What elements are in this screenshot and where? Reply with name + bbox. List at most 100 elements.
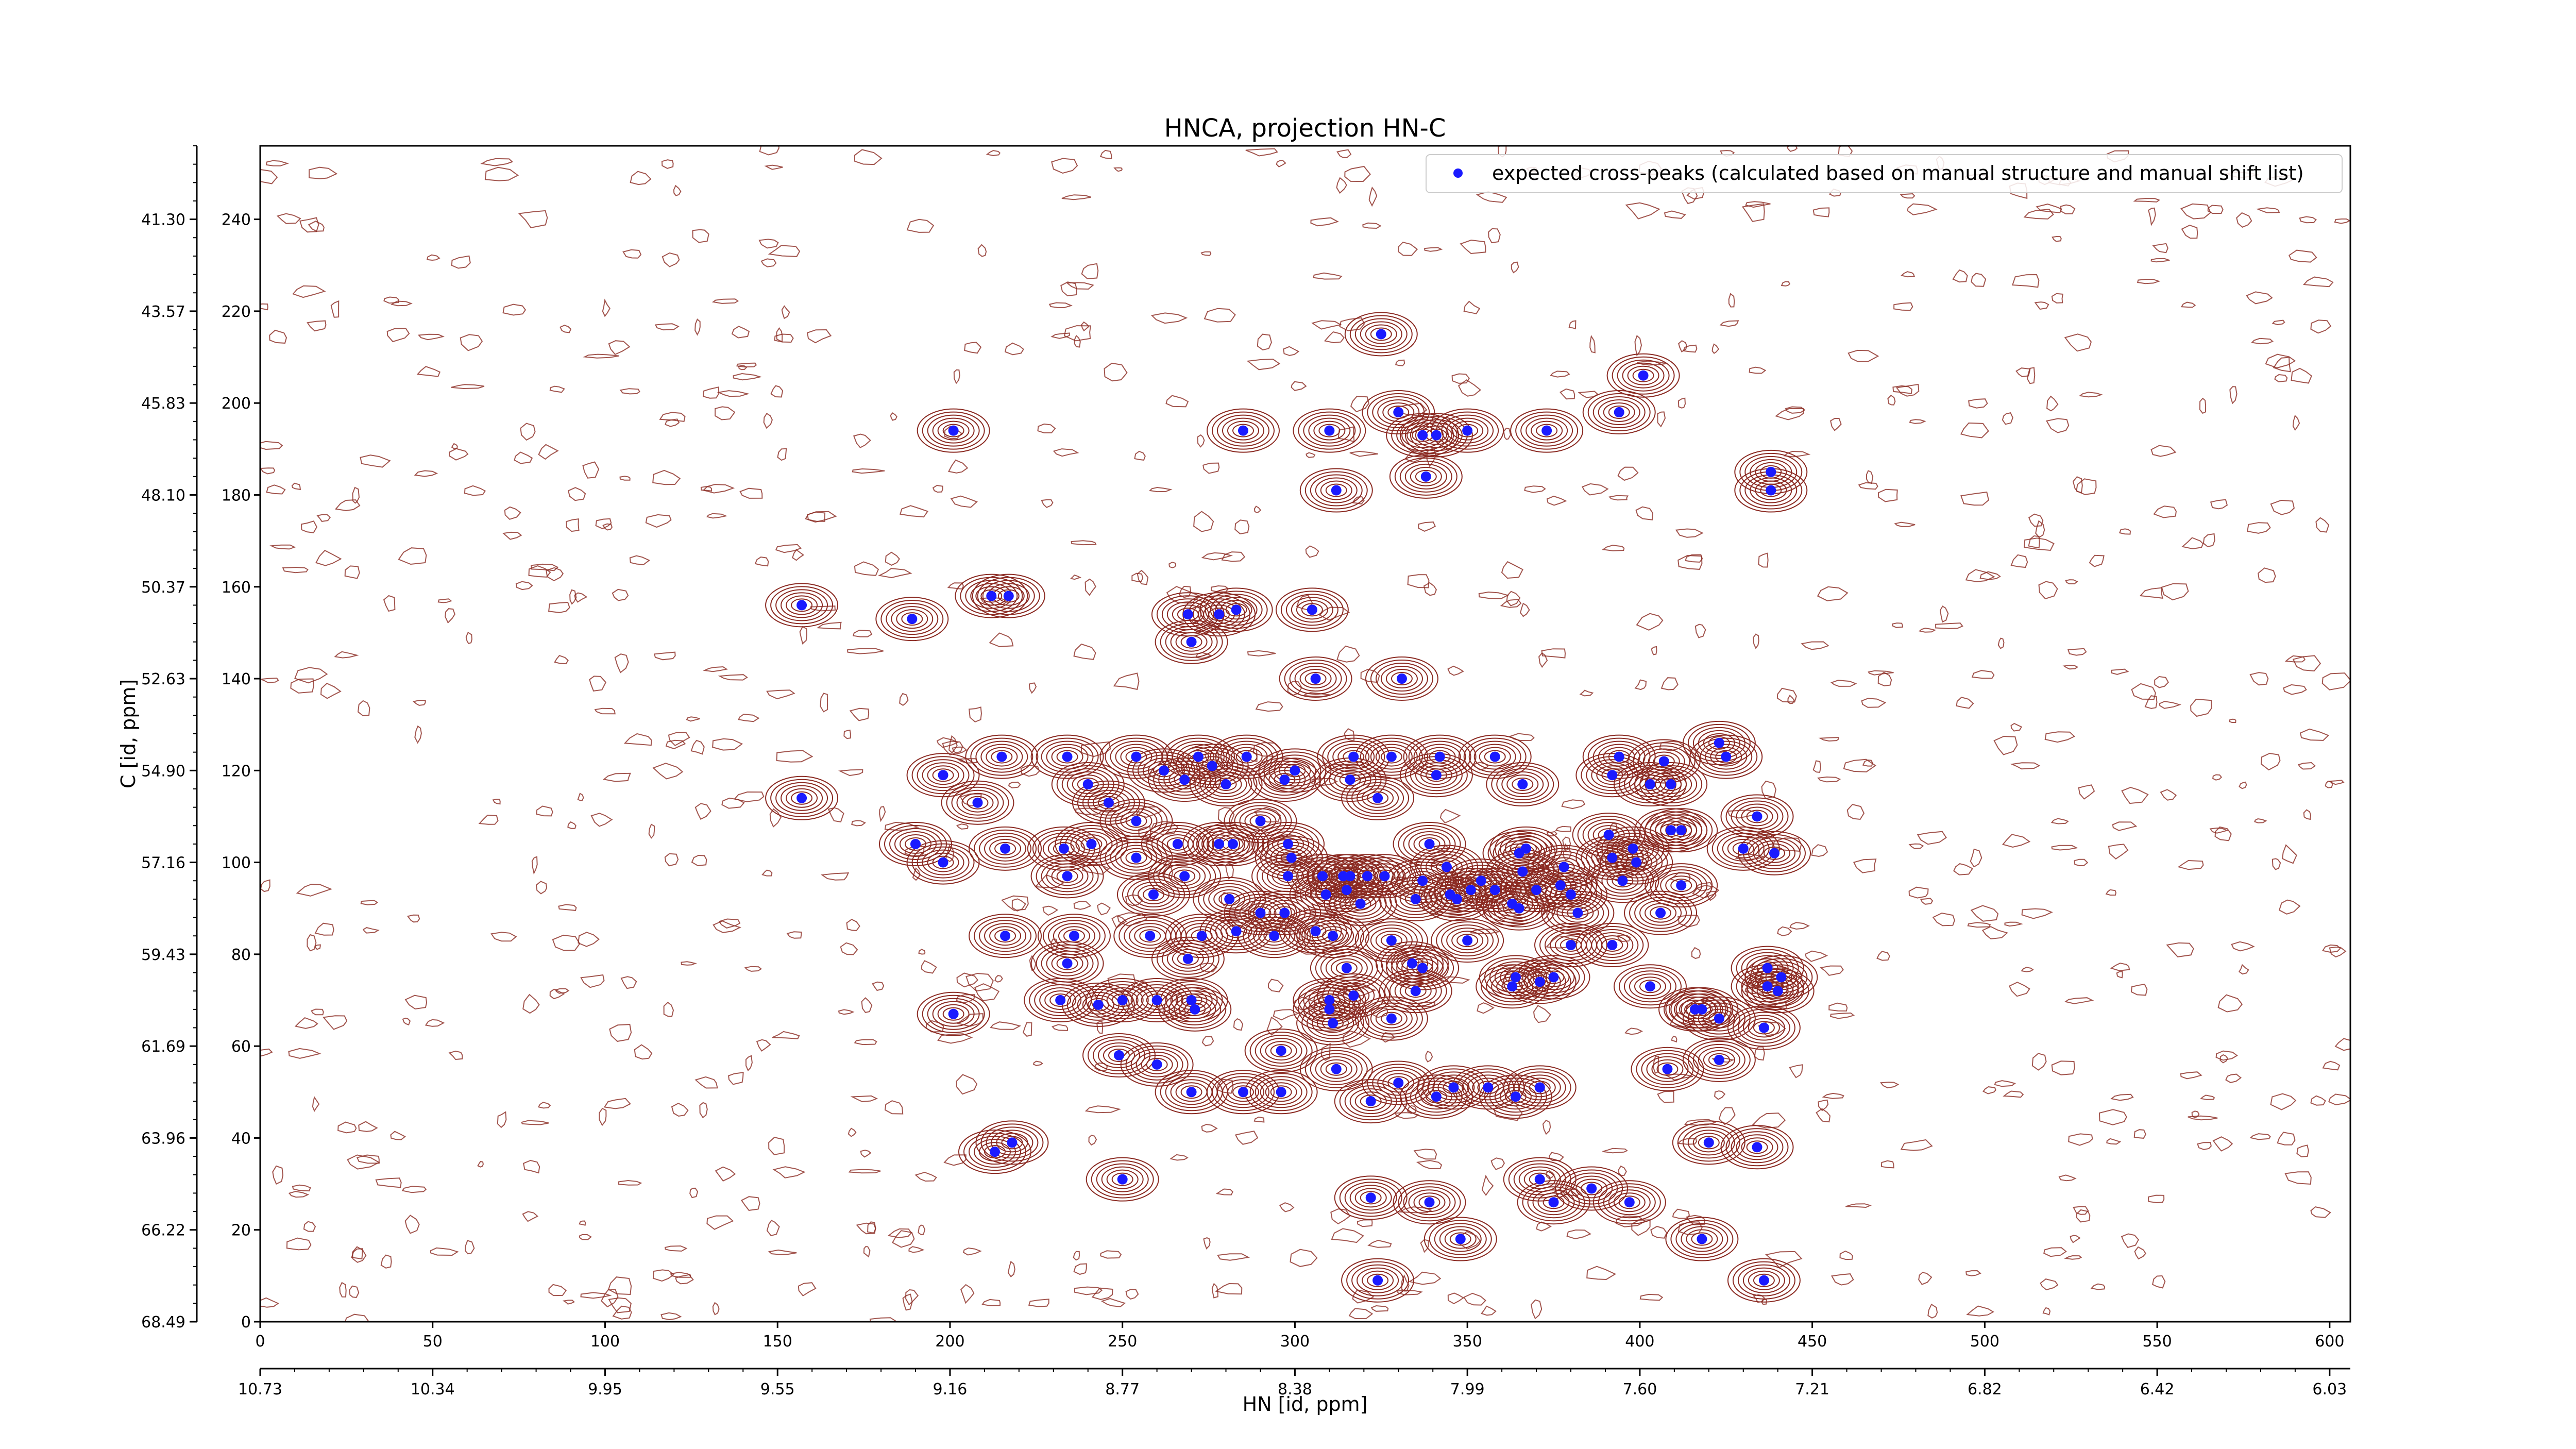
noise-contour bbox=[806, 329, 832, 344]
noise-contour bbox=[1253, 1116, 1265, 1123]
noise-contour bbox=[1953, 863, 1974, 875]
cross-peak-marker bbox=[1341, 963, 1352, 973]
noise-contour bbox=[330, 300, 340, 318]
noise-contour bbox=[558, 904, 577, 911]
contour-ring bbox=[1592, 1180, 1666, 1225]
noise-contour bbox=[521, 1120, 549, 1125]
noise-contour bbox=[718, 918, 741, 929]
contour-ring bbox=[1051, 866, 1083, 886]
noise-contour bbox=[2315, 517, 2330, 533]
noise-contour bbox=[1728, 293, 1735, 308]
noise-contour bbox=[861, 997, 873, 1014]
cross-peak-marker bbox=[1676, 825, 1687, 836]
contour-ring bbox=[1082, 995, 1114, 1015]
noise-contour bbox=[1088, 1135, 1097, 1146]
contour-ring bbox=[1127, 878, 1180, 911]
noise-contour bbox=[2246, 291, 2273, 305]
noise-contour bbox=[1811, 844, 1828, 857]
cross-peak-marker bbox=[1410, 894, 1421, 904]
contour-ring bbox=[1174, 773, 1196, 787]
contour-ring bbox=[1354, 318, 1408, 350]
contour-ring bbox=[1317, 1013, 1349, 1033]
cross-peak-marker bbox=[1186, 995, 1197, 1006]
contour-ring bbox=[1232, 1085, 1254, 1099]
noise-contour bbox=[1084, 1105, 1122, 1114]
contour-ring bbox=[1097, 796, 1120, 810]
y-ppm-tick-label: 66.22 bbox=[141, 1222, 185, 1240]
noise-contour bbox=[449, 448, 469, 461]
cross-peak-marker bbox=[1393, 407, 1404, 418]
peak-contour-group bbox=[1379, 969, 1452, 1014]
contour-ring bbox=[1587, 393, 1651, 432]
cross-peak-marker bbox=[1324, 995, 1335, 1006]
peak-contour-group bbox=[1362, 390, 1435, 435]
contour-ring bbox=[1251, 821, 1325, 866]
noise-contour bbox=[583, 353, 619, 359]
x-ppm-tick-label: 6.03 bbox=[2312, 1380, 2347, 1399]
noise-contour bbox=[1932, 912, 1955, 926]
noise-contour bbox=[2110, 1093, 2134, 1101]
contour-ring bbox=[1280, 591, 1344, 629]
contour-ring bbox=[1055, 821, 1128, 866]
noise-contour bbox=[838, 1009, 855, 1015]
contour-ring bbox=[1582, 734, 1656, 779]
contour-ring bbox=[1380, 750, 1402, 764]
noise-contour bbox=[2310, 1095, 2326, 1106]
noise-contour bbox=[1197, 434, 1205, 448]
noise-contour bbox=[2024, 537, 2055, 551]
noise-contour bbox=[2225, 1073, 2242, 1083]
noise-contour bbox=[853, 433, 871, 448]
noise-contour bbox=[2134, 1246, 2146, 1260]
contour-ring bbox=[1168, 866, 1201, 886]
noise-contour bbox=[1170, 1154, 1189, 1161]
contour-ring bbox=[1365, 324, 1397, 344]
cross-peak-marker bbox=[1645, 779, 1655, 790]
noise-contour bbox=[2137, 278, 2161, 284]
noise-contour bbox=[1011, 898, 1026, 912]
noise-contour bbox=[965, 973, 994, 992]
contour-ring bbox=[1284, 660, 1347, 698]
noise-contour bbox=[1993, 735, 2018, 755]
noise-contour bbox=[2152, 243, 2168, 254]
contour-ring bbox=[984, 835, 1027, 862]
cross-peak-marker bbox=[1055, 995, 1066, 1006]
noise-contour bbox=[738, 365, 748, 370]
contour-ring bbox=[1206, 828, 1259, 860]
noise-contour bbox=[2121, 787, 2149, 804]
contour-ring bbox=[1537, 1192, 1570, 1212]
contour-ring bbox=[994, 929, 1016, 943]
contour-ring bbox=[1229, 802, 1292, 840]
peak-contour-group bbox=[1317, 973, 1391, 1018]
x-index-tick-label: 600 bbox=[2315, 1333, 2344, 1351]
contour-ring bbox=[1746, 1140, 1768, 1154]
peak-contour-group bbox=[1399, 1074, 1473, 1119]
contour-ring bbox=[1042, 917, 1106, 955]
noise-contour bbox=[1615, 1215, 1646, 1227]
contour-ring bbox=[1477, 1081, 1499, 1094]
peak-contour-group bbox=[1689, 734, 1763, 779]
contour-ring bbox=[1555, 1166, 1629, 1211]
contour-ring bbox=[1310, 1053, 1363, 1085]
cross-peak-marker bbox=[1676, 880, 1687, 891]
noise-contour bbox=[288, 1048, 321, 1059]
contour-ring bbox=[1575, 923, 1649, 968]
noise-contour bbox=[2154, 676, 2169, 688]
contour-ring bbox=[1510, 408, 1584, 453]
noise-contour bbox=[269, 329, 287, 344]
contour-ring bbox=[1393, 1180, 1466, 1225]
peak-contour-group bbox=[1727, 1258, 1801, 1303]
noise-contour bbox=[2028, 513, 2044, 527]
contour-ring bbox=[1224, 799, 1297, 844]
noise-contour bbox=[1660, 677, 1679, 690]
contour-ring bbox=[1496, 768, 1549, 801]
noise-contour bbox=[1818, 1099, 1829, 1111]
x-ppm-tick-label: 9.16 bbox=[933, 1380, 968, 1399]
noise-contour bbox=[430, 1247, 459, 1256]
contour-ring bbox=[1239, 808, 1282, 834]
cross-peak-marker bbox=[1766, 485, 1776, 496]
contour-ring bbox=[1274, 773, 1296, 787]
noise-contour bbox=[776, 327, 783, 343]
contour-ring bbox=[1508, 963, 1571, 1001]
noise-contour bbox=[552, 934, 581, 951]
contour-ring bbox=[1493, 892, 1546, 924]
